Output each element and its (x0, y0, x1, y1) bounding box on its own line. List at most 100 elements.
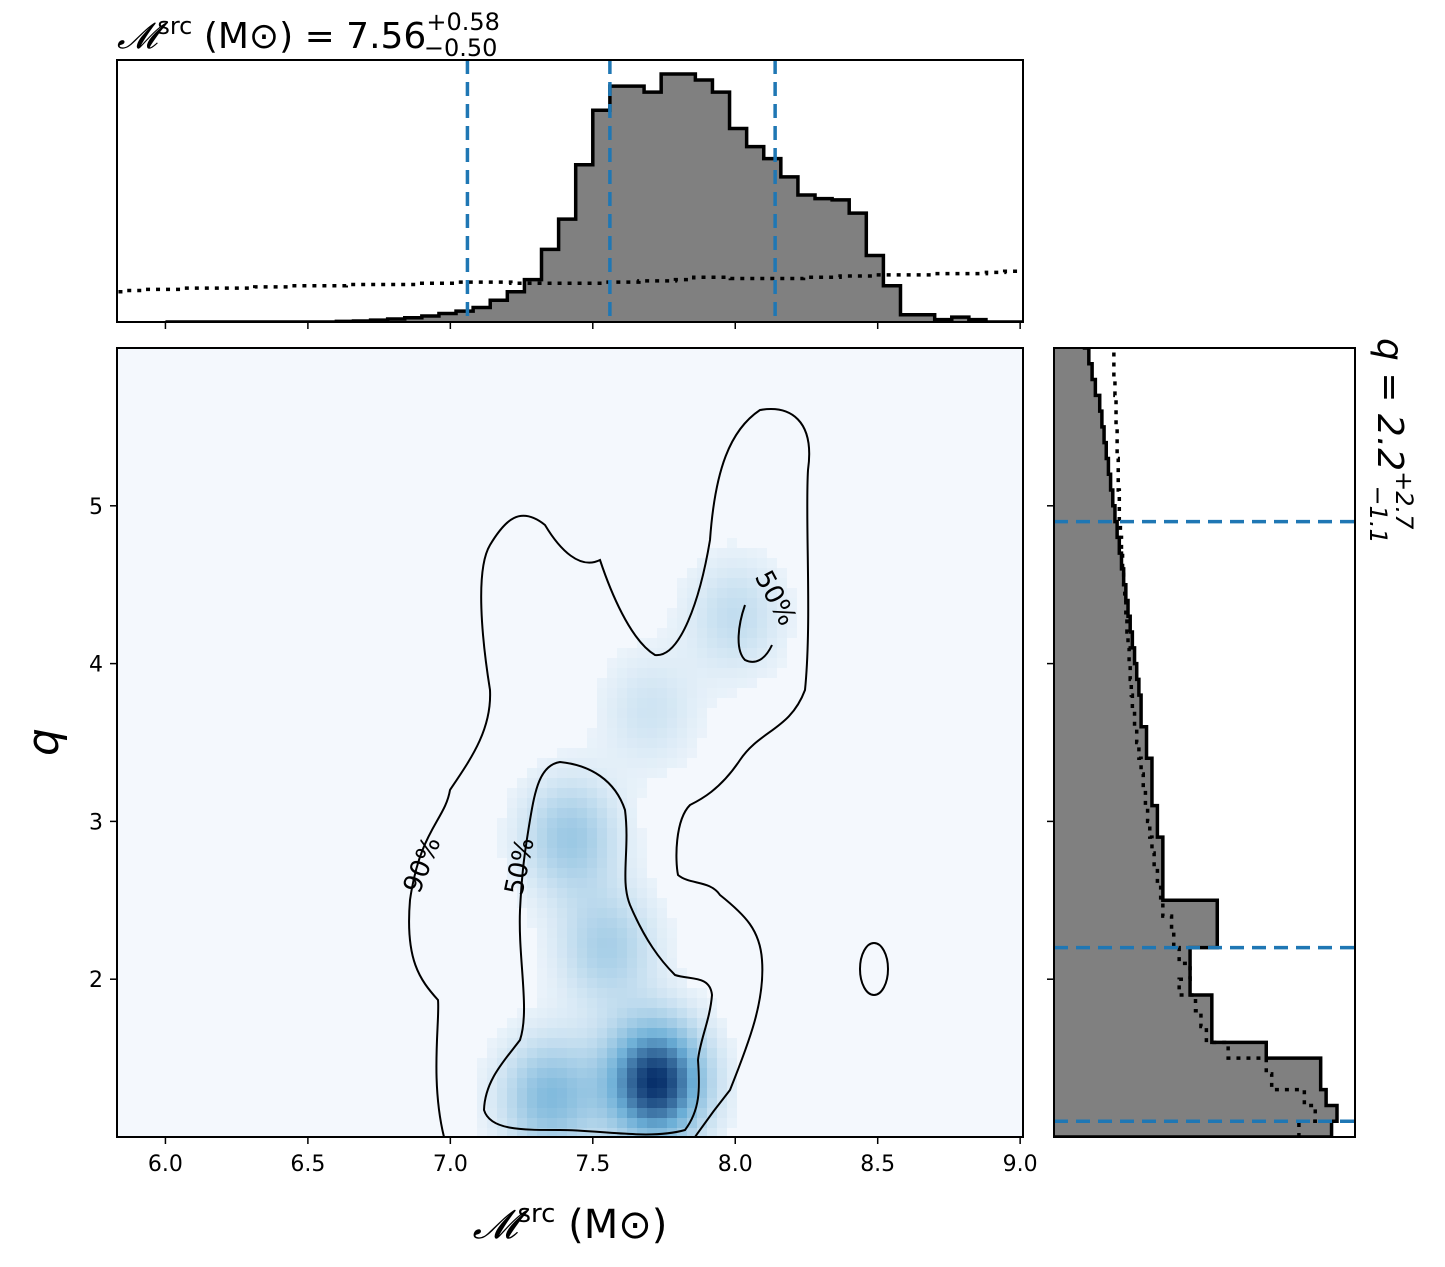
heatmap-cell (607, 778, 617, 788)
heatmap-cell (707, 1018, 717, 1028)
heatmap-cell (707, 598, 717, 608)
heatmap-cell (717, 678, 727, 688)
posterior-bar (1054, 553, 1122, 570)
heatmap-cell (557, 958, 567, 968)
posterior-bar (1054, 474, 1111, 491)
posterior-bar (1054, 837, 1163, 854)
x-tick-label: 6.5 (290, 1152, 325, 1177)
heatmap-cell (657, 1038, 667, 1048)
heatmap-cell (657, 648, 667, 658)
heatmap-cell (607, 978, 617, 988)
heatmap-cell (677, 1088, 687, 1098)
heatmap-cell (657, 718, 667, 728)
heatmap-cell (667, 688, 677, 698)
heatmap-cell (587, 1038, 597, 1048)
heatmap-cell (627, 988, 637, 998)
heatmap-cell (667, 1088, 677, 1098)
posterior-bar (1054, 632, 1133, 649)
chirp-mass-marginal-panel: 𝓜src (M⊙) = 7.56+0.58 −0.50 (116, 8, 1024, 329)
heatmap-cell (727, 1098, 737, 1108)
heatmap-cell (577, 1038, 587, 1048)
heatmap-cell (487, 1128, 497, 1137)
heatmap-cell (507, 788, 517, 798)
heatmap-cell (767, 638, 777, 648)
heatmap-cell (577, 938, 587, 948)
heatmap-cell (537, 1088, 547, 1098)
heatmap-cell (717, 1088, 727, 1098)
heatmap-cell (617, 688, 627, 698)
heatmap-cell (547, 958, 557, 968)
heatmap-cell (597, 908, 607, 918)
heatmap-cell (647, 1088, 657, 1098)
heatmap-cell (697, 1098, 707, 1108)
heatmap-cell (597, 788, 607, 798)
x-tick-label: 7.5 (575, 1152, 610, 1177)
heatmap-cell (647, 918, 657, 928)
heatmap-cell (757, 668, 767, 678)
heatmap-cell (667, 998, 677, 1008)
heatmap-cell (577, 898, 587, 908)
heatmap-cell (507, 1098, 517, 1108)
heatmap-cell (607, 688, 617, 698)
heatmap-cell (497, 848, 507, 858)
heatmap-cell (707, 548, 717, 558)
heatmap-cell (677, 1008, 687, 1018)
heatmap-cell (607, 928, 617, 938)
heatmap-cell (607, 918, 617, 928)
heatmap-cell (607, 758, 617, 768)
heatmap-cell (497, 818, 507, 828)
heatmap-cell (657, 668, 667, 678)
heatmap-cell (747, 638, 757, 648)
heatmap-cell (617, 938, 627, 948)
heatmap-cell (577, 848, 587, 858)
heatmap-cell (587, 948, 597, 958)
posterior-bar (1054, 442, 1107, 459)
heatmap-cell (517, 1118, 527, 1128)
heatmap-cell (717, 1068, 727, 1078)
heatmap-cell (587, 918, 597, 928)
heatmap-cell (537, 828, 547, 838)
posterior-bar (1054, 1058, 1321, 1075)
heatmap-cell (657, 698, 667, 708)
heatmap-cell (647, 988, 657, 998)
heatmap-cell (537, 1108, 547, 1118)
heatmap-cell (617, 868, 627, 878)
heatmap-cell (607, 878, 617, 888)
heatmap-cell (697, 718, 707, 728)
heatmap-cell (557, 888, 567, 898)
heatmap-cell (507, 1088, 517, 1098)
heatmap-cell (647, 978, 657, 988)
heatmap-cell (547, 1018, 557, 1028)
y-tick-label: 2 (89, 968, 103, 993)
heatmap-cell (517, 1068, 527, 1078)
heatmap-cell (707, 1038, 717, 1048)
heatmap-cell (517, 898, 527, 908)
heatmap-cell (597, 968, 607, 978)
heatmap-cell (647, 678, 657, 688)
heatmap-cell (607, 848, 617, 858)
heatmap-cell (667, 928, 677, 938)
heatmap-cell (517, 1088, 527, 1098)
heatmap-cell (617, 818, 627, 828)
heatmap-cell (667, 938, 677, 948)
heatmap-cell (657, 1118, 667, 1128)
heatmap-cell (527, 1048, 537, 1058)
heatmap-cell (597, 708, 607, 718)
heatmap-cell (547, 768, 557, 778)
heatmap-cell (617, 738, 627, 748)
heatmap-cell (577, 828, 587, 838)
heatmap-cell (497, 1088, 507, 1098)
heatmap-cell (697, 558, 707, 568)
heatmap-cell (597, 1058, 607, 1068)
heatmap-cell (587, 978, 597, 988)
heatmap-cell (517, 788, 527, 798)
heatmap-cell (597, 818, 607, 828)
heatmap-cell (607, 818, 617, 828)
heatmap-cell (687, 1128, 697, 1137)
heatmap-cell (627, 738, 637, 748)
heatmap-cell (507, 1058, 517, 1068)
contour-50-main (482, 760, 714, 1136)
heatmap-cell (617, 1098, 627, 1108)
heatmap-cell (567, 998, 577, 1008)
